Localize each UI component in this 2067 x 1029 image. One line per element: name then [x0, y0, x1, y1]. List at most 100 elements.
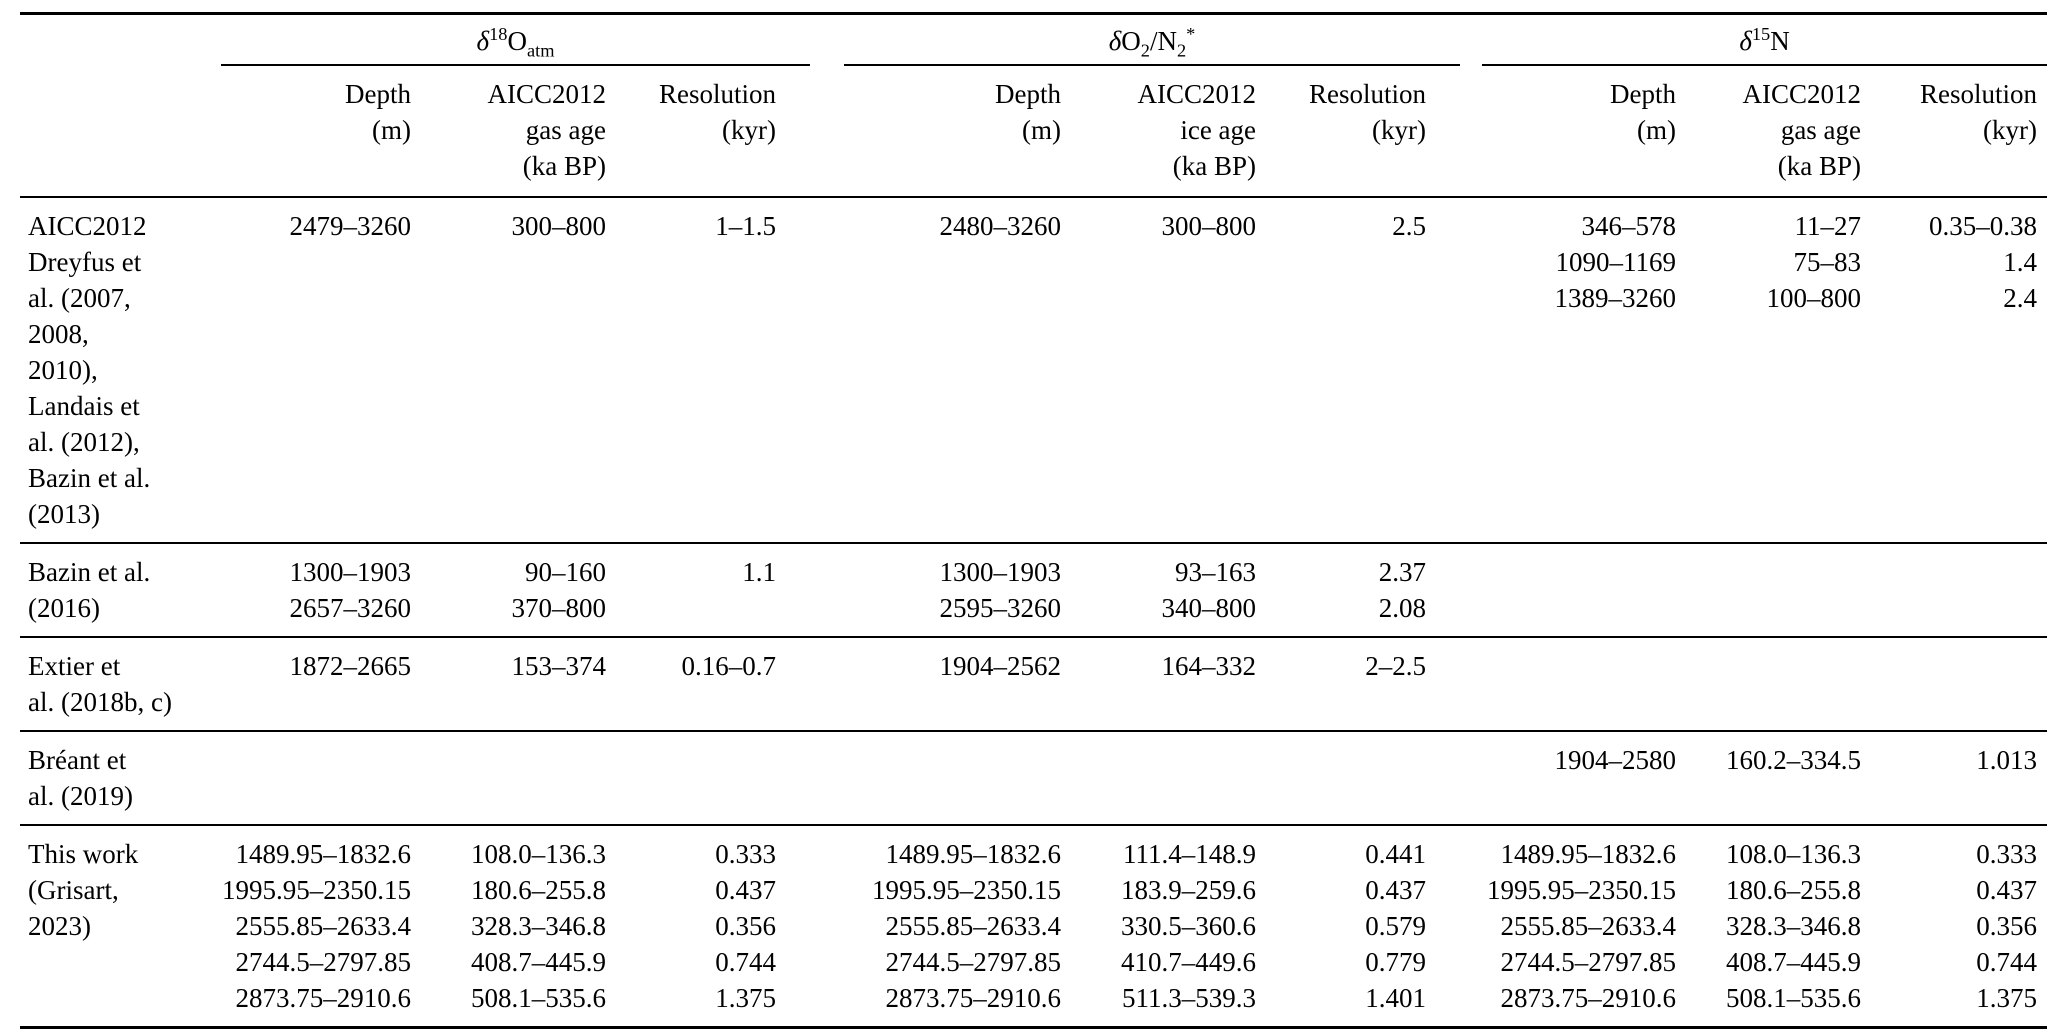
col-header-g3-depth: Depth (m)	[1610, 79, 1677, 145]
data-value: 90–160	[525, 557, 606, 587]
data-value: 328.3–346.8	[471, 911, 606, 941]
data-cell: 1489.95–1832.6 1995.95–2350.15 2555.85–263…	[1460, 825, 1710, 1028]
data-cell: 0.16–0.7	[640, 637, 810, 731]
data-cell: 300–800	[1095, 197, 1290, 543]
group-label-d18o-atm: δ18Oatm	[476, 24, 555, 61]
data-value: 508.1–535.6	[1726, 983, 1862, 1013]
data-cell: 1300–1903 2657–3260	[205, 543, 445, 637]
data-value: 2873.75–2910.6	[885, 983, 1062, 1013]
data-value: 0.333	[1976, 839, 2038, 869]
data-cell	[640, 731, 810, 825]
data-value: 1.375	[1976, 983, 2038, 1013]
data-value: 2.4	[2003, 283, 2038, 313]
data-value: 511.3–539.3	[1122, 983, 1257, 1013]
data-value: 2873.75–2910.6	[1500, 983, 1677, 1013]
col-header-g2-age: AICC2012 ice age (ka BP)	[1137, 79, 1257, 181]
col-header-g2-resolution: Resolution (kyr)	[1309, 79, 1427, 145]
data-cell: 164–332	[1095, 637, 1290, 731]
group-rule-do2-n2: δO2/N2*	[844, 23, 1461, 66]
data-cell: 108.0–136.3 180.6–255.8 328.3–346.8 408.7–4…	[1710, 825, 1895, 1028]
data-cell: 1–1.5	[640, 197, 810, 543]
data-value: 300–800	[511, 211, 607, 241]
data-cell: 93–163 340–800	[1095, 543, 1290, 637]
data-cell: 2–2.5	[1290, 637, 1460, 731]
source-cell: Bréant et al. (2019)	[28, 745, 133, 811]
data-value: 1.401	[1365, 983, 1427, 1013]
data-value: 328.3–346.8	[1726, 911, 1862, 941]
data-value	[640, 590, 776, 626]
data-value: 2555.85–2633.4	[885, 911, 1062, 941]
data-value: 1.1	[742, 557, 777, 587]
table-row: This work (Grisart, 2023) 1489.95–1832.6 1…	[20, 825, 2048, 1028]
group-rule-d18o-atm: δ18Oatm	[221, 23, 811, 66]
data-cell: 2479–3260	[205, 197, 445, 543]
data-cell: 1904–2562	[810, 637, 1095, 731]
data-value: 0.441	[1365, 839, 1427, 869]
data-value: 2.5	[1392, 211, 1427, 241]
records-table: δ18Oatm δO2/N2* δ15N Depth (m) AICC2012 …	[20, 12, 2048, 1029]
group-header-row: δ18Oatm δO2/N2* δ15N	[20, 14, 2048, 67]
table-row: Bréant et al. (2019) 1904–2580 160.2–334.5…	[20, 731, 2048, 825]
data-value: 410.7–449.6	[1121, 947, 1257, 977]
data-value: 1995.95–2350.15	[222, 875, 411, 905]
data-value: 2744.5–2797.85	[885, 947, 1062, 977]
data-value: 0.579	[1365, 911, 1427, 941]
data-value: 1.013	[1976, 745, 2038, 775]
corner-cell	[20, 14, 205, 67]
data-value: 1489.95–1832.6	[235, 839, 412, 869]
group-header-do2-n2: δO2/N2*	[810, 14, 1461, 66]
data-cell: 160.2–334.5	[1710, 731, 1895, 825]
data-value: 0.35–0.38	[1929, 211, 2038, 241]
col-header-g1-depth: Depth (m)	[345, 79, 411, 145]
data-cell	[1895, 543, 2047, 637]
data-value: 2744.5–2797.85	[1500, 947, 1677, 977]
data-cell	[1710, 637, 1895, 731]
col-header-g1-resolution: Resolution (kyr)	[659, 79, 777, 145]
group-header-d15n: δ15N	[1460, 14, 2048, 66]
data-cell: 0.441 0.437 0.579 0.779 1.401	[1290, 825, 1460, 1028]
data-cell: 0.333 0.437 0.356 0.744 1.375	[1895, 825, 2047, 1028]
data-value: 2.37	[1378, 557, 1427, 587]
data-cell: 0.333 0.437 0.356 0.744 1.375	[640, 825, 810, 1028]
data-value: 508.1–535.6	[471, 983, 606, 1013]
table-row: Bazin et al. (2016) 1300–1903 2657–3260 90–…	[20, 543, 2048, 637]
data-cell: 1904–2580	[1460, 731, 1710, 825]
data-value: 0.744	[715, 947, 777, 977]
data-cell	[1460, 637, 1710, 731]
data-cell: 1489.95–1832.6 1995.95–2350.15 2555.85–263…	[810, 825, 1095, 1028]
data-value: 1–1.5	[715, 211, 777, 241]
data-cell: 153–374	[445, 637, 640, 731]
data-value: 108.0–136.3	[471, 839, 606, 869]
data-value: 2744.5–2797.85	[235, 947, 412, 977]
data-cell: 11–27 75–83 100–800	[1710, 197, 1895, 543]
data-value: 2595–3260	[939, 593, 1062, 623]
data-value: 2480–3260	[939, 211, 1062, 241]
data-value: 1090–1169	[1555, 247, 1677, 277]
data-value: 300–800	[1161, 211, 1257, 241]
data-value: 408.7–445.9	[1726, 947, 1862, 977]
data-cell: 111.4–148.9 183.9–259.6 330.5–360.6 410.7–4…	[1095, 825, 1290, 1028]
data-value: 1300–1903	[289, 557, 412, 587]
data-value: 1489.95–1832.6	[885, 839, 1062, 869]
data-cell	[1895, 637, 2047, 731]
group-header-d18o-atm: δ18Oatm	[205, 14, 811, 66]
data-value: 1389–3260	[1554, 283, 1677, 313]
data-cell	[1710, 543, 1895, 637]
data-cell: 2.37 2.08	[1290, 543, 1460, 637]
column-header-row: Depth (m) AICC2012 gas age (ka BP) Resol…	[20, 66, 2048, 197]
data-value: 1904–2562	[939, 651, 1062, 681]
corner-cell	[20, 66, 205, 197]
data-value: 0.356	[1976, 911, 2038, 941]
group-label-do2-n2: δO2/N2*	[1108, 24, 1196, 61]
group-label-d15n: δ15N	[1739, 24, 1790, 56]
data-cell: 0.35–0.38 1.4 2.4	[1895, 197, 2047, 543]
table-row: AICC2012 Dreyfus et al. (2007, 2008, 201…	[20, 197, 2048, 543]
data-cell: 90–160 370–800	[445, 543, 640, 637]
data-value: 370–800	[511, 593, 607, 623]
data-value: 1904–2580	[1554, 745, 1677, 775]
data-value: 153–374	[511, 651, 607, 681]
data-cell: 1872–2665	[205, 637, 445, 731]
table-body: AICC2012 Dreyfus et al. (2007, 2008, 201…	[20, 197, 2048, 1028]
data-value: 1.4	[2003, 247, 2038, 277]
data-value: 100–800	[1766, 283, 1862, 313]
